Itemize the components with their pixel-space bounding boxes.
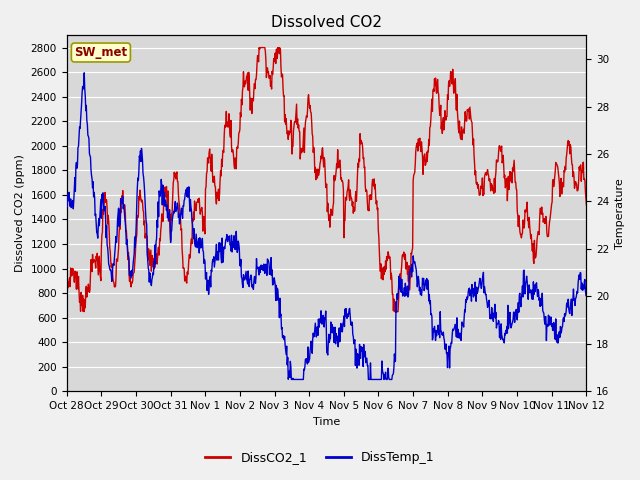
Y-axis label: Temperature: Temperature — [615, 178, 625, 249]
X-axis label: Time: Time — [313, 417, 340, 427]
Text: SW_met: SW_met — [74, 46, 127, 59]
Legend: DissCO2_1, DissTemp_1: DissCO2_1, DissTemp_1 — [200, 446, 440, 469]
Title: Dissolved CO2: Dissolved CO2 — [271, 15, 382, 30]
Y-axis label: Dissolved CO2 (ppm): Dissolved CO2 (ppm) — [15, 155, 25, 272]
